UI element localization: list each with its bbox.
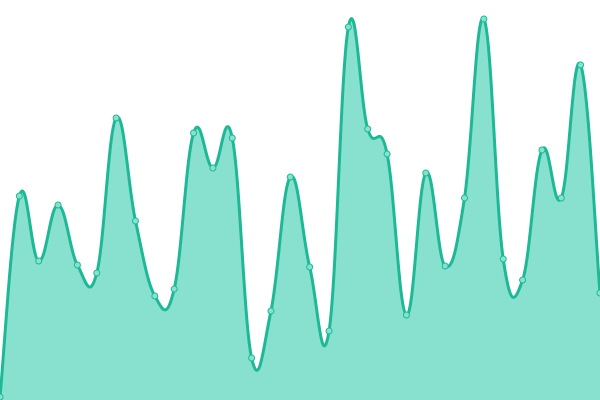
point [422, 169, 430, 177]
point [577, 61, 585, 69]
point [267, 307, 275, 315]
point [519, 276, 527, 284]
point [538, 146, 546, 154]
point [190, 129, 198, 137]
point [228, 134, 236, 142]
point [73, 261, 81, 269]
point [344, 23, 352, 31]
point [306, 263, 314, 271]
point [325, 327, 333, 335]
point [112, 114, 120, 122]
point [480, 15, 488, 23]
point [364, 125, 372, 133]
point [54, 201, 62, 209]
point [402, 311, 410, 319]
point [557, 194, 565, 202]
point [35, 257, 43, 265]
point [596, 289, 600, 297]
point [0, 393, 4, 400]
point [151, 292, 159, 300]
point [441, 262, 449, 270]
point [461, 194, 469, 202]
point [248, 354, 256, 362]
point [131, 217, 139, 225]
point [209, 164, 217, 172]
point [383, 150, 391, 158]
point [15, 192, 23, 200]
point [170, 285, 178, 293]
point [93, 269, 101, 277]
point [286, 173, 294, 181]
point [499, 255, 507, 263]
